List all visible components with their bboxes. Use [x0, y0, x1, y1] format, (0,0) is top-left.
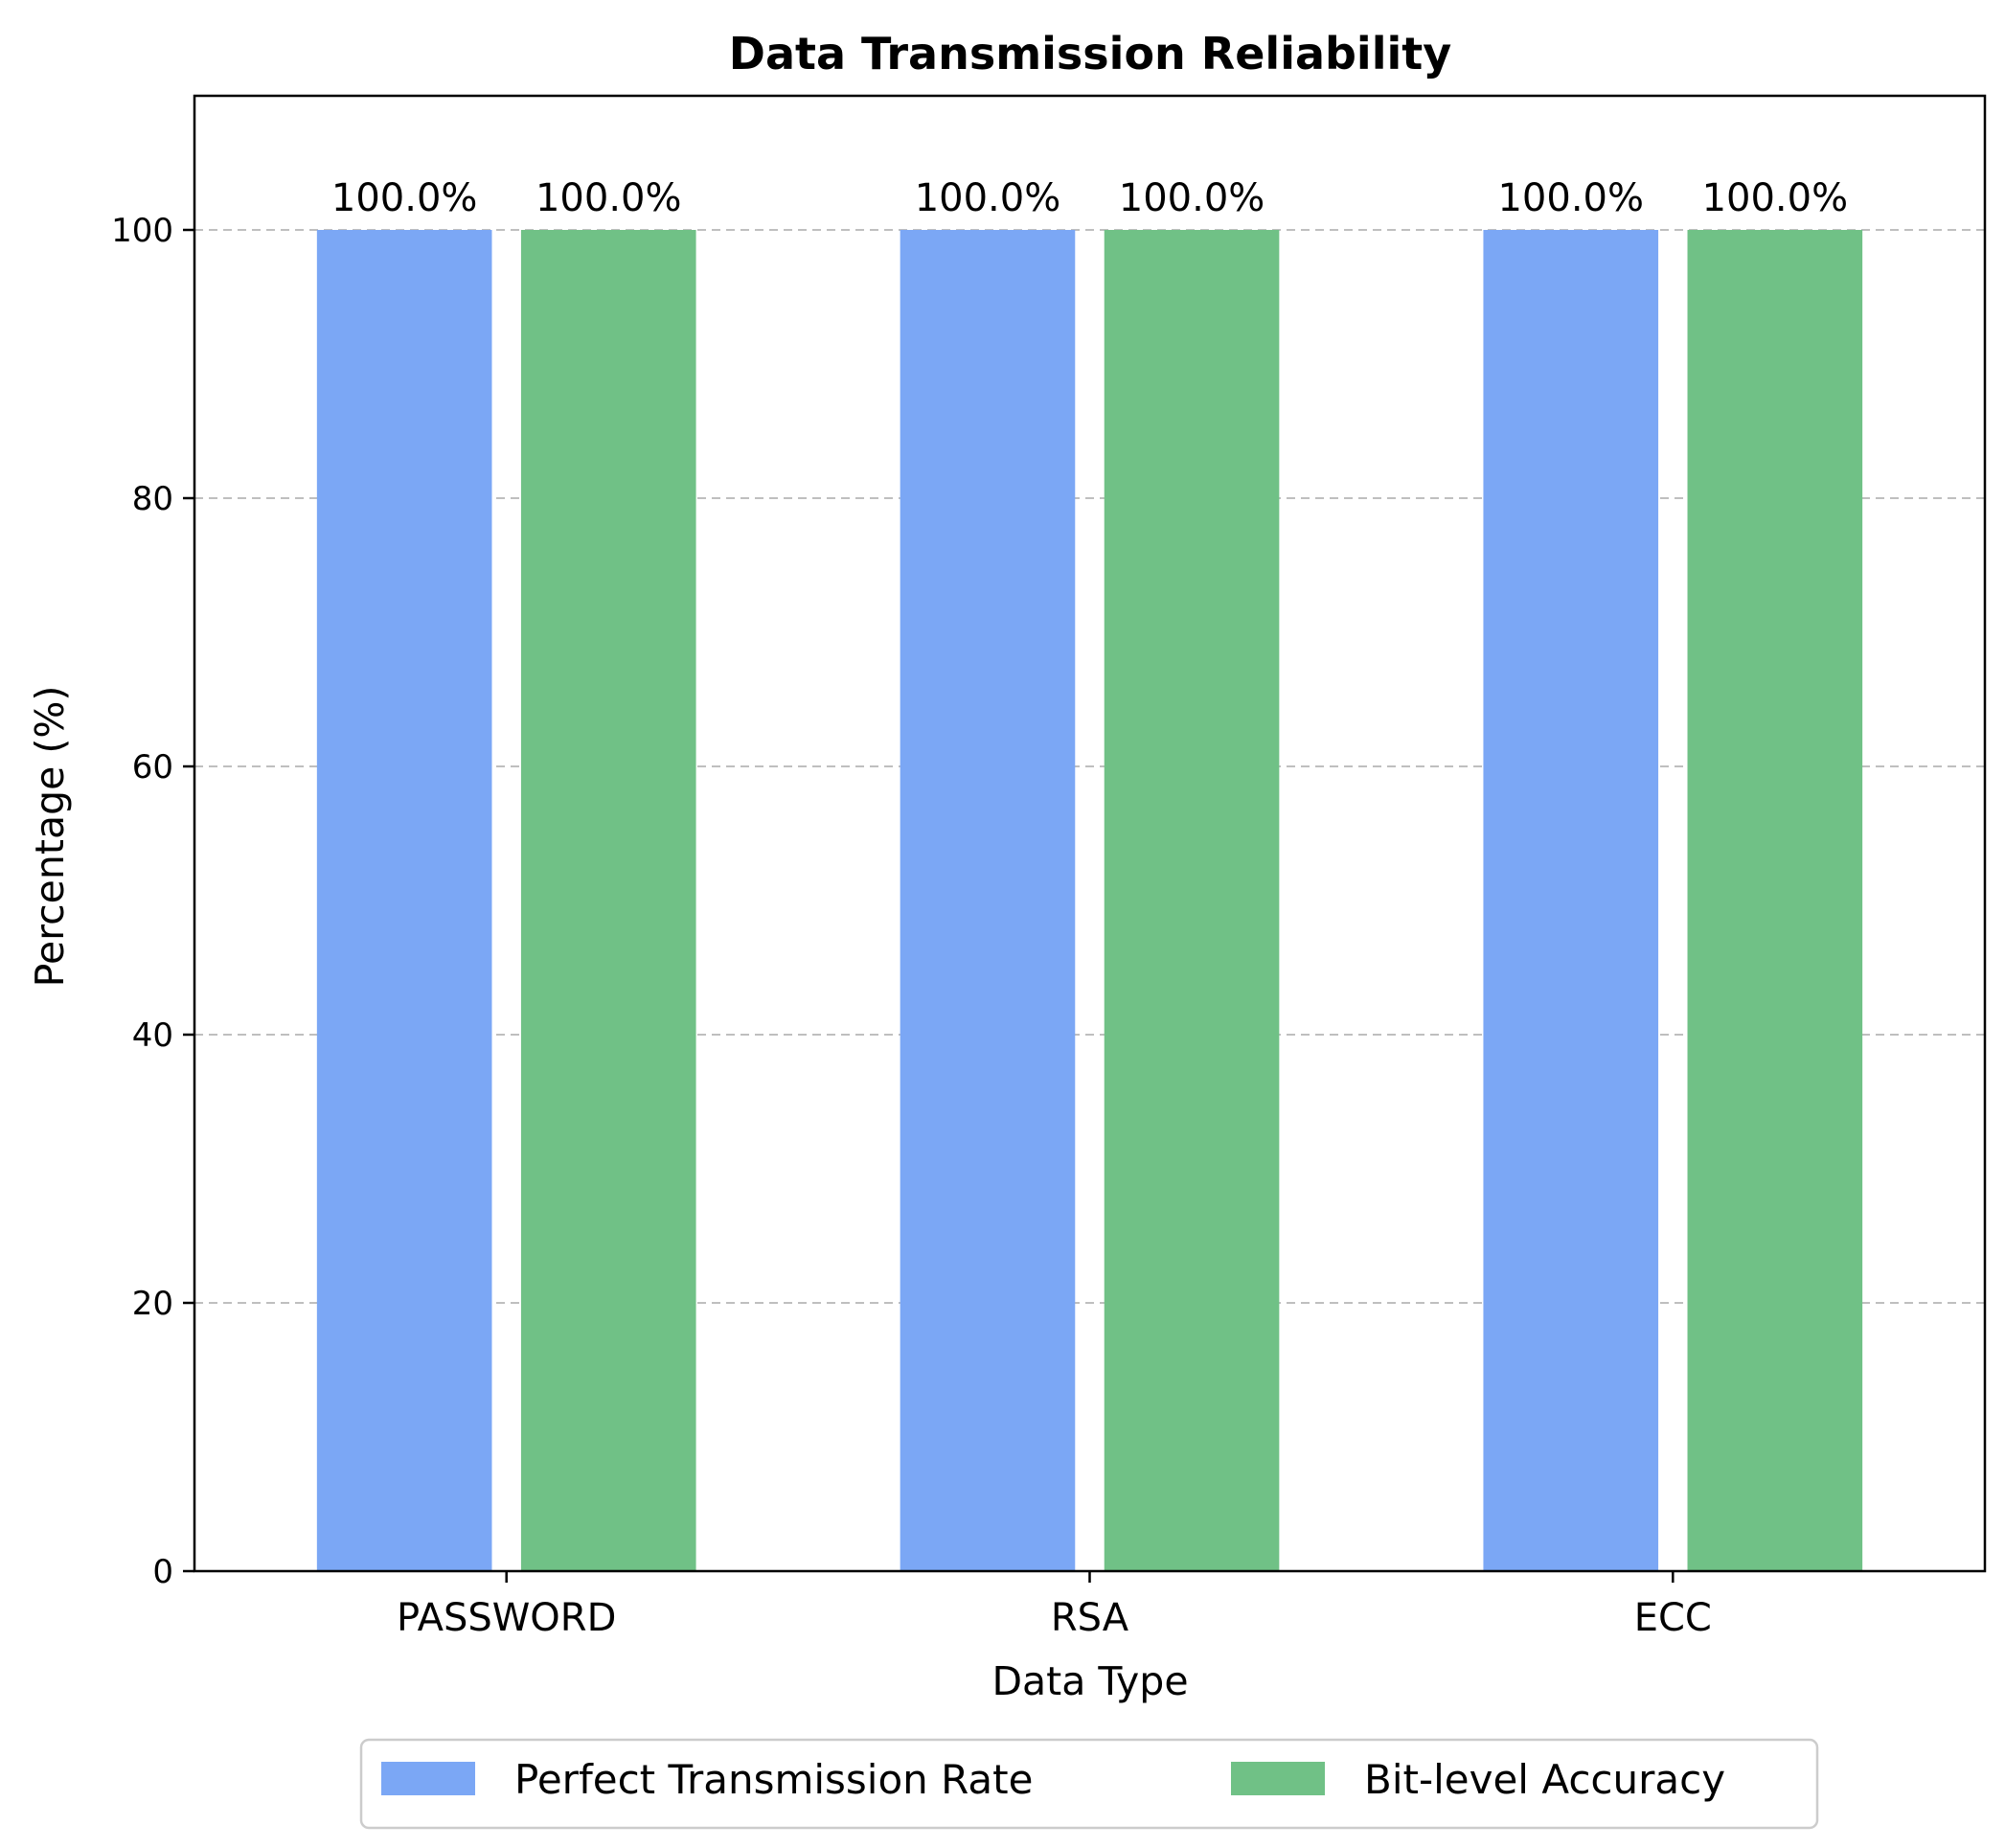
y-tick-label-100: 100 — [111, 212, 173, 250]
y-axis-label: Percentage (%) — [27, 686, 73, 988]
y-tick-label-20: 20 — [132, 1285, 173, 1323]
data-label-bit-level-accuracy-ecc: 100.0% — [1702, 176, 1849, 220]
bar-perfect-transmission-rate-rsa — [900, 230, 1076, 1571]
grid-lines — [194, 229, 1985, 1304]
bar-perfect-transmission-rate-ecc — [1483, 230, 1659, 1571]
bar-bit-level-accuracy-rsa — [1104, 230, 1280, 1571]
legend: Perfect Transmission Rate Bit-level Accu… — [359, 1738, 1819, 1830]
bar-bit-level-accuracy-ecc — [1687, 230, 1863, 1571]
data-label-perfect-transmission-rate-rsa: 100.0% — [915, 176, 1061, 220]
data-labels: 100.0% 100.0% 100.0% 100.0% 100.0% 100.0% — [331, 176, 1848, 220]
y-tick-label-40: 40 — [132, 1016, 173, 1055]
data-label-perfect-transmission-rate-password: 100.0% — [331, 176, 478, 220]
bar-bit-level-accuracy-password — [520, 230, 696, 1571]
x-tick-label-ecc: ECC — [1634, 1596, 1712, 1640]
x-axis-ticks: PASSWORD RSA ECC — [397, 1571, 1712, 1640]
y-tick-label-0: 0 — [152, 1553, 173, 1591]
chart-title: Data Transmission Reliability — [729, 28, 1451, 80]
y-tick-label-60: 60 — [132, 748, 173, 787]
x-tick-label-password: PASSWORD — [397, 1596, 616, 1640]
y-tick-label-80: 80 — [132, 480, 173, 518]
data-label-perfect-transmission-rate-ecc: 100.0% — [1497, 176, 1644, 220]
legend-frame — [359, 1738, 1819, 1830]
legend-swatch-perfect-transmission-rate — [381, 1762, 475, 1795]
data-label-bit-level-accuracy-password: 100.0% — [535, 176, 682, 220]
bar-perfect-transmission-rate-password — [316, 230, 492, 1571]
legend-label-perfect-transmission-rate: Perfect Transmission Rate — [514, 1756, 1033, 1803]
x-tick-label-rsa: RSA — [1051, 1596, 1129, 1640]
legend-swatch-bit-level-accuracy — [1231, 1762, 1325, 1795]
data-label-bit-level-accuracy-rsa: 100.0% — [1119, 176, 1265, 220]
bars — [316, 230, 1863, 1571]
x-axis-label: Data Type — [991, 1658, 1188, 1704]
y-axis-ticks: 0 20 40 60 80 100 — [111, 212, 194, 1591]
legend-label-bit-level-accuracy: Bit-level Accuracy — [1364, 1756, 1725, 1803]
